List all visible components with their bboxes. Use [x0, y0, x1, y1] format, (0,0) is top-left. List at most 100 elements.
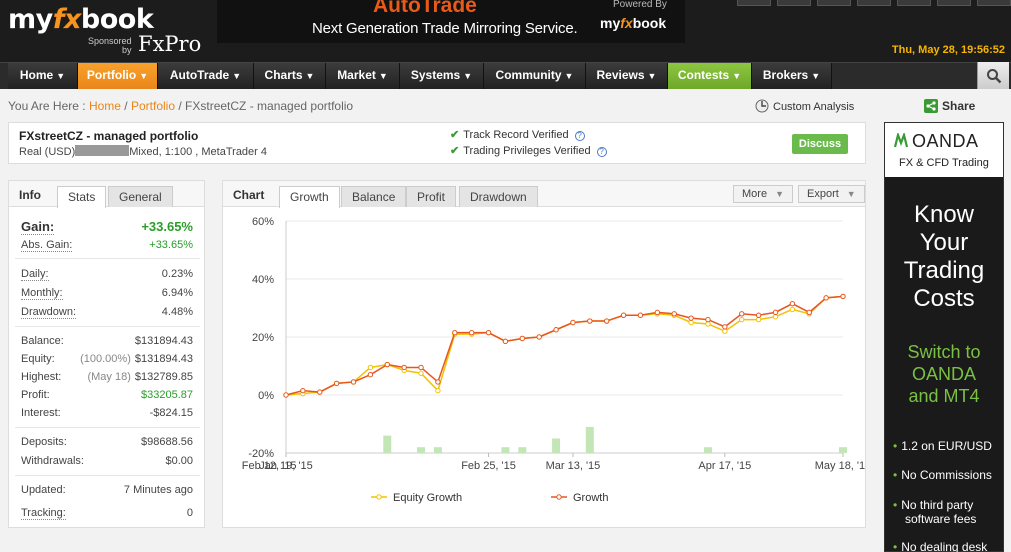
ad-bullet: • No third party software fees: [893, 498, 1003, 526]
gain-label[interactable]: Gain:: [21, 219, 55, 235]
top-tab-6[interactable]: [937, 0, 971, 6]
banner-brand-book: book: [632, 15, 667, 31]
ad-headline-line: Trading: [903, 257, 985, 284]
top-tab-3[interactable]: [817, 0, 851, 6]
tracking-value: 0: [186, 507, 193, 519]
divider: [15, 475, 200, 476]
top-tab-2[interactable]: [777, 0, 811, 6]
nav-autotrade[interactable]: AutoTrade ▼: [158, 63, 254, 89]
highest-date: (May 18): [87, 371, 131, 383]
equity-growth-point: [367, 364, 374, 371]
equity-growth-point: [418, 370, 424, 376]
logo-text-my: my: [8, 4, 53, 35]
monthly-value: 6.94%: [161, 287, 193, 299]
discuss-button[interactable]: Discuss: [792, 134, 848, 154]
nav-portfolio-label: Portfolio: [86, 68, 137, 82]
equity-growth-point: [705, 321, 711, 327]
top-tab-4[interactable]: [857, 0, 891, 6]
equity-value-group: (100.00%) $131894.43: [80, 353, 193, 365]
nav-reviews[interactable]: Reviews ▼: [586, 63, 668, 89]
x-tick-label: May 18, '15: [815, 460, 865, 472]
sponsor-brand[interactable]: FxPro: [138, 32, 202, 56]
logo-text-book: book: [80, 4, 154, 35]
main-nav: Home ▼ Portfolio ▼ AutoTrade ▼ Charts ▼ Mark…: [0, 62, 1011, 89]
nav-systems[interactable]: Systems ▼: [400, 63, 484, 89]
deposit-bar: [501, 447, 510, 453]
tracking-label[interactable]: Tracking:: [21, 507, 66, 520]
nav-market[interactable]: Market ▼: [326, 63, 400, 89]
daily-label[interactable]: Daily:: [21, 268, 49, 281]
nav-community[interactable]: Community ▼: [484, 63, 586, 89]
custom-analysis-label: Custom Analysis: [773, 101, 855, 113]
server-datetime: Thu, May 28, 19:56:52: [891, 44, 1005, 56]
top-tab-7[interactable]: [977, 0, 1011, 6]
help-icon[interactable]: ?: [596, 147, 607, 157]
growth-point: [553, 327, 559, 333]
banner-brand-fx: fx: [620, 15, 633, 31]
more-label: More: [742, 188, 768, 200]
chart-tab-row: Chart Growth Balance Profit Drawdown Mor…: [223, 181, 865, 208]
nav-community-label: Community: [495, 68, 562, 82]
abs-gain-value: +33.65%: [149, 239, 193, 251]
top-tab-1[interactable]: [737, 0, 771, 6]
nav-home[interactable]: Home ▼: [8, 63, 78, 89]
y-tick-label: 60%: [252, 216, 274, 228]
chart-title: Chart: [233, 188, 265, 202]
breadcrumb: You Are Here : Home / Portfolio / FXstre…: [8, 99, 353, 113]
growth-point: [300, 387, 306, 394]
tab-profit[interactable]: Profit: [406, 186, 457, 207]
ad-switch-line: Switch to: [907, 342, 981, 362]
myfxbook-logo[interactable]: myfxbook: [8, 4, 154, 35]
ad-bullet: • No dealing desk: [893, 540, 1003, 552]
tab-growth[interactable]: Growth: [279, 186, 340, 208]
banner-subtitle: Next Generation Trade Mirroring Service.: [312, 20, 578, 37]
banner-brand: myfxbook: [600, 15, 666, 31]
deposit-bar: [839, 447, 847, 453]
drawdown-label[interactable]: Drawdown:: [21, 306, 77, 319]
top-tab-5[interactable]: [897, 0, 931, 6]
search-button[interactable]: [977, 62, 1009, 89]
growth-point: [418, 364, 424, 371]
growth-point: [452, 329, 458, 336]
tab-balance[interactable]: Balance: [341, 186, 407, 207]
growth-line: [285, 295, 844, 396]
sponsor-label: Sponsored by: [88, 37, 132, 55]
y-tick-label: 20%: [252, 332, 274, 344]
equity-growth-line: [285, 295, 844, 396]
tab-stats[interactable]: Stats: [57, 186, 107, 208]
nav-contests[interactable]: Contests ▼: [668, 63, 752, 89]
abs-gain-label[interactable]: Abs. Gain:: [21, 239, 73, 252]
autotrade-banner[interactable]: AutoTrade Next Generation Trade Mirrorin…: [217, 0, 685, 43]
growth-point: [688, 315, 694, 321]
growth-point: [654, 309, 661, 316]
bullet-icon: •: [893, 498, 898, 512]
breadcrumb-portfolio-link[interactable]: Portfolio: [130, 99, 176, 113]
nav-charts[interactable]: Charts ▼: [254, 63, 326, 89]
breadcrumb-home-link[interactable]: Home: [88, 99, 121, 113]
chevron-down-icon: ▼: [232, 71, 242, 81]
tab-drawdown[interactable]: Drawdown: [459, 186, 538, 207]
balance-label: Balance:: [21, 335, 64, 347]
share-label: Share: [942, 99, 976, 113]
oanda-ad[interactable]: OANDA FX & CFD Trading Know Your Trading…: [884, 122, 1004, 552]
share-button[interactable]: Share: [924, 99, 975, 113]
ad-headline-line: Know: [913, 201, 975, 228]
legend-label: Equity Growth: [393, 492, 462, 504]
export-dropdown[interactable]: Export ▼: [798, 185, 865, 203]
ad-switch-text: Switch to OANDA and MT4: [885, 341, 1003, 407]
tab-general[interactable]: General: [108, 186, 173, 207]
chevron-down-icon: ▼: [732, 71, 742, 81]
divider: [15, 427, 200, 428]
custom-analysis-link[interactable]: Custom Analysis: [755, 99, 854, 113]
monthly-label[interactable]: Monthly:: [21, 287, 63, 300]
portfolio-account-info: Real (USD) Mixed, 1:100 , MetaTrader 4: [19, 145, 267, 158]
interest-label: Interest:: [21, 407, 61, 419]
help-icon[interactable]: ?: [574, 131, 585, 141]
nav-brokers[interactable]: Brokers ▼: [752, 63, 832, 89]
deposit-bar: [552, 438, 561, 453]
info-title: Info: [19, 188, 41, 202]
account-details: Mixed, 1:100 , MetaTrader 4: [129, 146, 268, 158]
more-dropdown[interactable]: More ▼: [733, 185, 793, 203]
nav-portfolio[interactable]: Portfolio ▼: [78, 63, 158, 89]
